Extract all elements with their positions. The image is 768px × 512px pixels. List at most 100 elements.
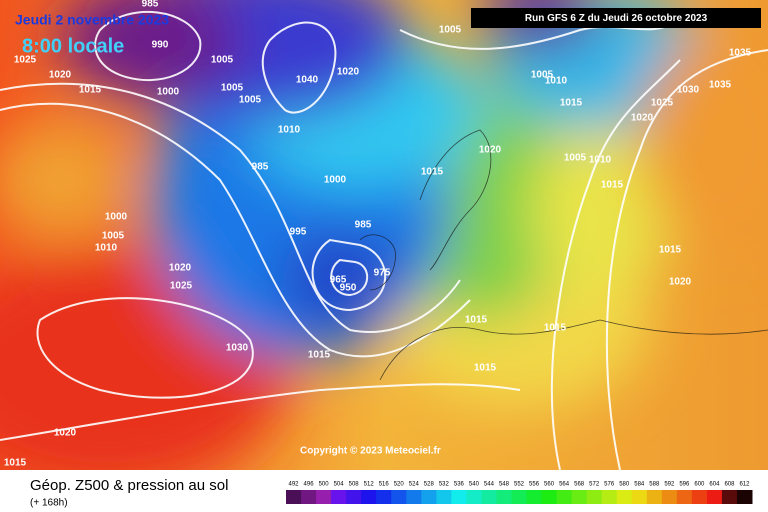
legend-tick: 492 [289, 482, 300, 488]
isobar-label: 1030 [677, 85, 700, 96]
legend-swatch [571, 490, 588, 504]
isobar-label: 1005 [564, 153, 587, 164]
legend-swatch [316, 490, 332, 504]
legend-swatch [706, 490, 723, 504]
legend-swatch [736, 490, 753, 504]
legend-tick: 572 [589, 482, 600, 488]
legend-tick: 516 [379, 482, 390, 488]
legend-tick: 528 [424, 482, 435, 488]
isobar-label: 1030 [226, 343, 249, 354]
legend-tick: 576 [604, 482, 615, 488]
legend-swatch [331, 490, 347, 504]
legend-swatch [301, 490, 317, 504]
isobar-label: 1020 [631, 113, 654, 124]
legend-tick: 592 [664, 482, 675, 488]
legend-swatch [631, 490, 648, 504]
legend-swatch [601, 490, 618, 504]
isobar-label: 985 [252, 162, 269, 173]
legend-tick: 564 [559, 482, 570, 488]
isobar-label: 1025 [651, 98, 674, 109]
isobar-label: 1025 [170, 281, 193, 292]
isobar-label: 1015 [659, 245, 682, 256]
isobar-label: 1015 [465, 315, 488, 326]
isobar-label: 950 [340, 283, 357, 294]
isobar-label: 1015 [4, 458, 27, 469]
legend-swatch [646, 490, 663, 504]
color-legend: 492 496 500 504 508 512 516 520 524 528 532 536 540 5… [286, 482, 753, 504]
isobar-label: 990 [152, 40, 169, 51]
isobar-label: 1000 [157, 87, 180, 98]
legend-tick: 500 [319, 482, 330, 488]
legend-swatch [511, 490, 528, 504]
legend-tick: 580 [619, 482, 630, 488]
isobar-label: 1005 [439, 25, 462, 36]
legend-tick: 524 [409, 482, 420, 488]
isobar-labels: 9859901005100010151020102510051005104010… [4, 0, 752, 469]
legend-swatch [616, 490, 633, 504]
footer-subtitle: (+ 168h) [30, 498, 68, 509]
isobar-label: 1010 [278, 125, 301, 136]
isobar-label: 1000 [324, 175, 347, 186]
legend-tick: 600 [694, 482, 705, 488]
isobar-label: 1035 [729, 48, 752, 59]
isobar-label: 1005 [102, 231, 125, 242]
isobar-label: 1005 [221, 83, 244, 94]
legend-swatch [526, 490, 543, 504]
legend-swatch [466, 490, 482, 504]
legend-swatch [676, 490, 693, 504]
legend-swatch [391, 490, 407, 504]
legend-tick: 608 [724, 482, 735, 488]
isobar-label: 995 [290, 227, 307, 238]
isobar-label: 985 [355, 220, 372, 231]
legend-swatch [541, 490, 558, 504]
legend-tick: 532 [439, 482, 450, 488]
run-info: Run GFS 6 Z du Jeudi 26 octobre 2023 [525, 13, 708, 24]
legend-tick: 596 [679, 482, 690, 488]
isobar-label: 1015 [308, 350, 331, 361]
isobar-label: 1015 [79, 85, 102, 96]
isobar-label: 1020 [169, 263, 192, 274]
legend-swatch [556, 490, 573, 504]
legend-tick: 544 [484, 482, 495, 488]
legend-swatch [661, 490, 678, 504]
legend-swatch [691, 490, 708, 504]
isobar-label: 1015 [474, 363, 497, 374]
isobar-label: 1010 [545, 76, 568, 87]
legend-swatch [721, 490, 738, 504]
isobar-label: 1020 [669, 277, 692, 288]
legend-swatch [586, 490, 603, 504]
isobar-label: 975 [374, 268, 391, 279]
copyright: Copyright © 2023 Meteociel.fr [300, 446, 441, 457]
legend-swatch [406, 490, 422, 504]
map [0, 0, 768, 490]
legend-tick: 496 [304, 482, 315, 488]
legend-swatch [346, 490, 362, 504]
forecast-date: Jeudi 2 novembre 2023 [15, 12, 169, 28]
isobar-label: 1015 [601, 180, 624, 191]
isobar-label: 1015 [421, 167, 444, 178]
legend-tick: 540 [469, 482, 480, 488]
legend-swatch [361, 490, 377, 504]
legend-tick: 588 [649, 482, 660, 488]
isobar-label: 1015 [560, 98, 583, 109]
isobar-label: 1015 [544, 323, 567, 334]
legend-swatch [421, 490, 437, 504]
legend-tick: 584 [634, 482, 645, 488]
forecast-time: 8:00 locale [22, 35, 124, 57]
legend-tick: 556 [529, 482, 540, 488]
isobar-label: 1020 [479, 145, 502, 156]
isobar-label: 1010 [589, 155, 612, 166]
legend-tick: 508 [349, 482, 360, 488]
legend-swatch [436, 490, 452, 504]
legend-swatch [376, 490, 392, 504]
isobar-label: 1020 [49, 70, 72, 81]
isobar-label: 985 [142, 0, 159, 10]
legend-tick: 512 [364, 482, 375, 488]
legend-swatch [286, 490, 302, 504]
isobar-label: 1010 [95, 243, 118, 254]
legend-swatch [481, 490, 497, 504]
footer-title: Géop. Z500 & pression au sol [30, 477, 228, 494]
legend-swatch [451, 490, 467, 504]
legend-swatch [496, 490, 512, 504]
